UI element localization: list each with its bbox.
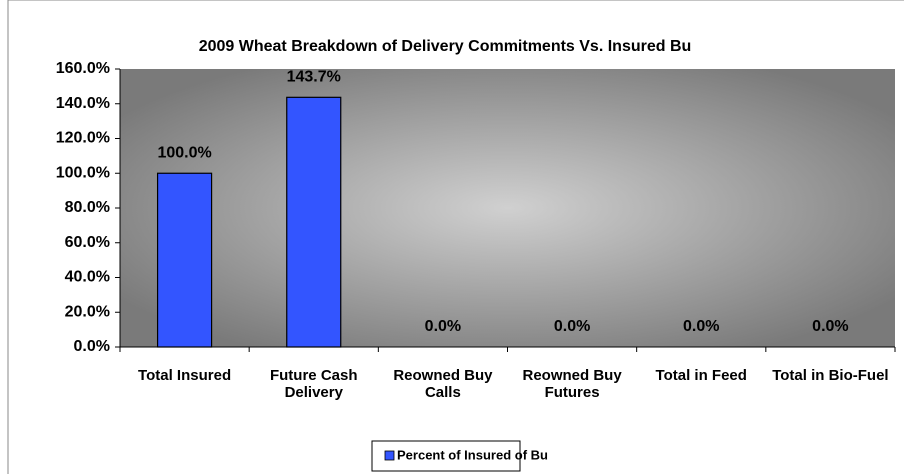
y-tick-label: 100.0% — [56, 164, 110, 181]
legend-label: Percent of Insured of Bu — [397, 447, 548, 462]
data-label: 143.7% — [287, 69, 341, 86]
x-tick-label: Total Insured — [138, 367, 232, 384]
x-tick-label: Total in Feed — [655, 367, 747, 384]
y-tick-label: 120.0% — [56, 130, 110, 147]
x-tick-label: Reowned Buy Calls — [393, 367, 493, 401]
legend-swatch — [384, 450, 395, 461]
y-tick-label: 40.0% — [65, 269, 110, 286]
data-label: 100.0% — [157, 144, 211, 161]
bar — [156, 172, 213, 348]
x-tick-label: Reowned Buy Futures — [522, 367, 622, 401]
data-label: 0.0% — [812, 318, 848, 335]
data-label: 0.0% — [683, 318, 719, 335]
data-label: 0.0% — [554, 318, 590, 335]
y-tick-label: 140.0% — [56, 95, 110, 112]
plot-area — [120, 69, 895, 347]
y-tick-label: 80.0% — [65, 199, 110, 216]
chart-title: 2009 Wheat Breakdown of Delivery Commitm… — [199, 38, 692, 55]
bar — [286, 96, 342, 348]
data-label: 0.0% — [425, 318, 461, 335]
x-tick-label: Future Cash Delivery — [269, 367, 358, 401]
y-tick-label: 20.0% — [65, 303, 110, 320]
y-tick-label: 160.0% — [56, 60, 110, 77]
legend-box — [371, 440, 521, 472]
x-tick-label: Total in Bio-Fuel — [772, 367, 889, 384]
y-tick-label: 0.0% — [74, 338, 110, 355]
y-tick-label: 60.0% — [65, 234, 110, 251]
